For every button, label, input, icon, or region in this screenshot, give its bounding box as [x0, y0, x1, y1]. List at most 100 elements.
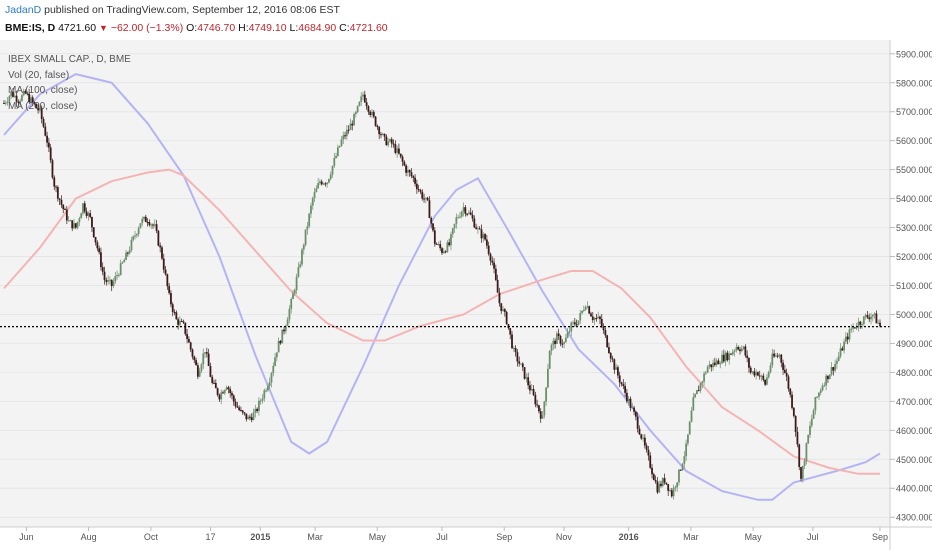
symbol-label: BME:IS, D [5, 22, 56, 34]
candle-body [719, 363, 722, 365]
candle-body [121, 262, 124, 264]
x-tick-label: May [369, 532, 387, 542]
candle-body [110, 279, 113, 287]
candle-body [200, 364, 203, 371]
candle-body [471, 214, 474, 219]
candle-body [132, 236, 135, 240]
candle-body [428, 200, 431, 219]
candle-body [649, 455, 652, 468]
candle-body [573, 322, 576, 325]
candle-body [389, 139, 391, 142]
candle-body [692, 397, 695, 411]
candle-body [385, 136, 388, 146]
candle-body [453, 223, 456, 229]
candle-body [126, 252, 129, 254]
y-tick-label: 5300.0000 [896, 223, 932, 233]
price-chart[interactable]: 5900.0000 5800.0000 5700.0000 5600.0000 5500… [0, 40, 932, 550]
candle-body [514, 347, 517, 353]
legend-ma100: MA (100, close) [8, 85, 78, 96]
candle-body [101, 267, 104, 272]
candle-body [523, 367, 526, 379]
candle-body [595, 317, 598, 319]
candle-body [8, 96, 11, 102]
price-axis[interactable]: 5900.0000 5800.0000 5700.0000 5600.0000 5500… [890, 49, 932, 523]
candle-body [489, 253, 492, 261]
y-tick-label: 4900.0000 [896, 339, 932, 349]
candle-body [844, 336, 847, 342]
candle-body [477, 228, 479, 230]
candle-body [652, 474, 655, 481]
y-tick-label: 5700.0000 [896, 107, 932, 117]
candle-body [15, 95, 18, 102]
candle-body [645, 445, 648, 450]
candle-body [58, 198, 61, 200]
candle-body [713, 362, 716, 365]
candle-body [469, 212, 472, 215]
candle-body [209, 365, 212, 377]
candle-body [6, 101, 9, 103]
candle-body [728, 353, 731, 361]
x-tick-label: 2015 [250, 532, 270, 542]
candle-body [491, 260, 494, 263]
candle-body [780, 354, 783, 363]
candle-body [146, 222, 149, 224]
candle-body [435, 243, 438, 245]
publish-info: JadanD published on TradingView.com, Sep… [5, 4, 340, 16]
price-change: −62.00 (−1.3%) [110, 22, 184, 34]
candle-body [155, 224, 158, 231]
low-value: 4684.90 [298, 22, 337, 34]
candle-body [231, 393, 233, 396]
candle-body [679, 469, 682, 471]
candle-body [451, 228, 454, 235]
candle-body [259, 400, 262, 402]
candle-body [302, 244, 305, 250]
candle-body [295, 276, 298, 291]
candle-body [812, 410, 815, 419]
candle-body [617, 367, 619, 376]
candle-body [473, 218, 476, 228]
candle-body [22, 90, 25, 96]
candle-body [345, 129, 348, 137]
plot-area[interactable] [0, 40, 890, 527]
candle-body [157, 230, 160, 246]
candle-body [398, 148, 400, 154]
candle-body [742, 346, 745, 349]
candle-body [667, 484, 670, 491]
candle-body [40, 107, 43, 119]
candle-body [618, 375, 621, 383]
candle-body [333, 158, 336, 166]
candle-body [317, 183, 320, 189]
candle-body [349, 123, 352, 130]
y-tick-label: 4400.0000 [896, 484, 932, 494]
author-link[interactable]: JadanD [5, 4, 42, 16]
candle-body [299, 264, 302, 267]
candle-body [107, 280, 110, 282]
candle-body [204, 352, 206, 354]
candle-body [608, 347, 610, 354]
candle-body [28, 93, 31, 103]
candle-body [803, 461, 806, 466]
candle-body [424, 197, 427, 199]
y-tick-label: 4600.0000 [896, 426, 932, 436]
candle-body [805, 443, 808, 462]
x-tick-label: 2016 [619, 532, 639, 542]
candle-body [338, 145, 341, 148]
candle-body [358, 101, 361, 106]
candle-body [539, 411, 542, 419]
candle-body [266, 386, 269, 391]
last-price: 4721.60 [58, 22, 97, 34]
candle-body [430, 218, 433, 224]
candle-body [249, 416, 251, 418]
candle-body [670, 490, 673, 497]
candle-body [152, 224, 154, 226]
candle-body [234, 401, 237, 407]
candle-body [423, 198, 425, 200]
candle-body [250, 417, 253, 421]
time-axis[interactable]: Jun Aug Oct 17 2015 Mar May Jul Sep Nov 2016 Mar May… [19, 527, 888, 542]
candle-body [223, 389, 226, 394]
candle-body [600, 318, 603, 327]
candle-body [740, 348, 743, 352]
y-tick-label: 4700.0000 [896, 397, 932, 407]
candle-body [139, 223, 142, 229]
candle-body [137, 228, 140, 235]
